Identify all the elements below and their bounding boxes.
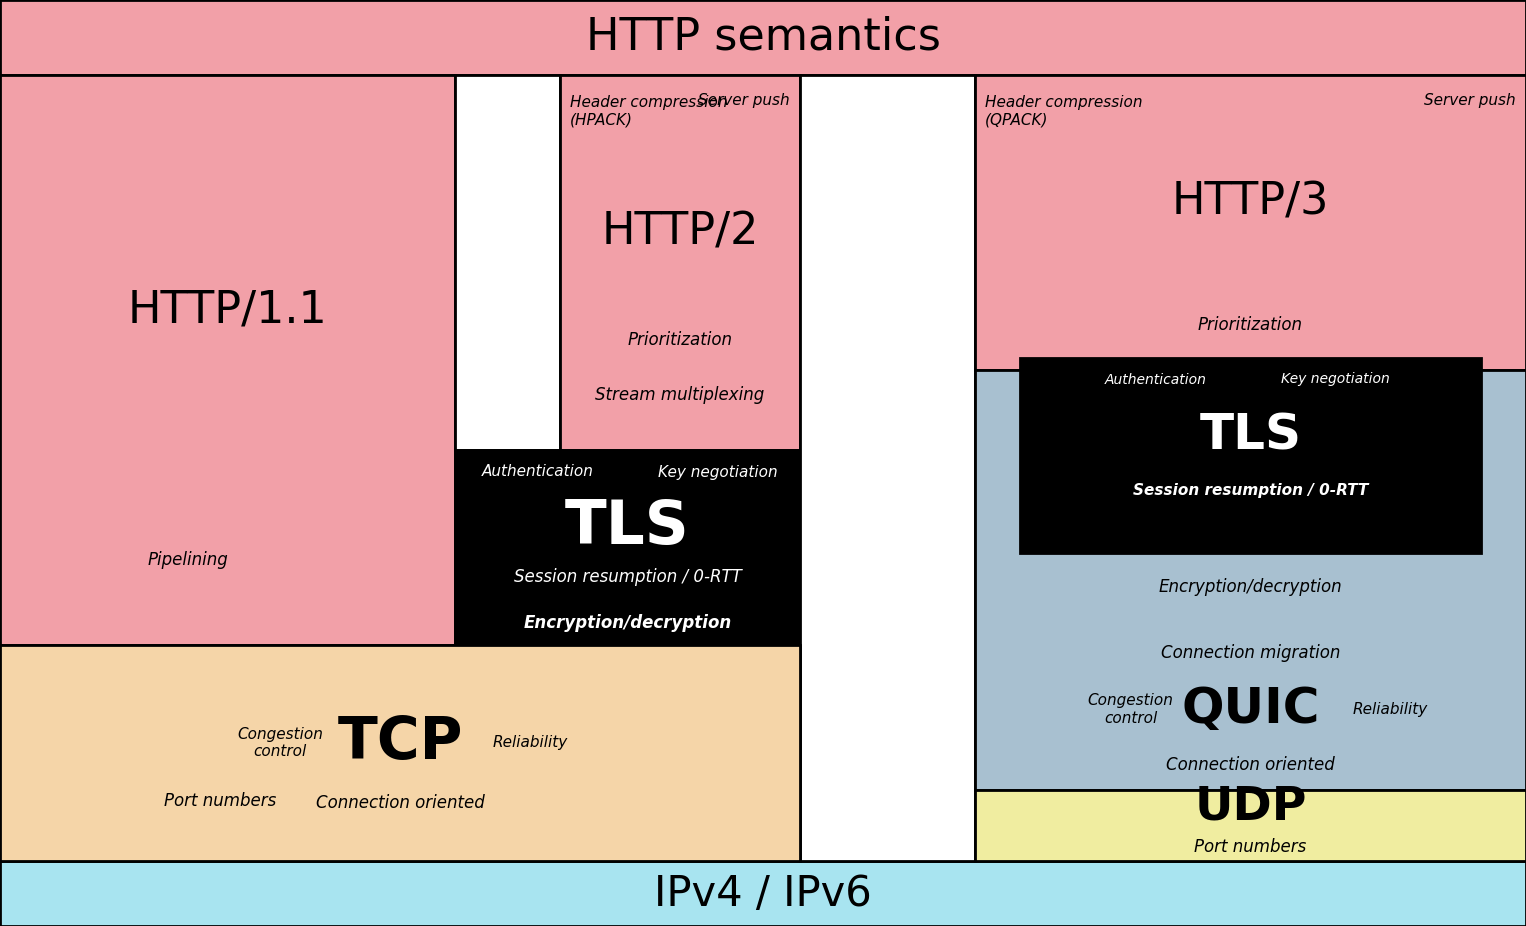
FancyBboxPatch shape: [455, 450, 800, 645]
Text: Header compression
(QPACK): Header compression (QPACK): [984, 95, 1143, 128]
Text: Port numbers: Port numbers: [1195, 839, 1306, 857]
Text: Key negotiation: Key negotiation: [658, 465, 777, 480]
Text: Reliability: Reliability: [1354, 702, 1428, 717]
FancyBboxPatch shape: [0, 645, 800, 861]
Text: Pipelining: Pipelining: [146, 551, 227, 569]
Text: Congestion
control: Congestion control: [237, 727, 324, 759]
Text: Key negotiation: Key negotiation: [1282, 372, 1390, 386]
Text: Header compression
(HPACK): Header compression (HPACK): [571, 95, 728, 128]
Text: Connection migration: Connection migration: [1161, 644, 1340, 661]
FancyBboxPatch shape: [0, 75, 455, 645]
Text: TLS: TLS: [1199, 411, 1302, 459]
Text: Encryption/decryption: Encryption/decryption: [1158, 579, 1343, 596]
Text: Congestion
control: Congestion control: [1088, 694, 1173, 726]
Text: Session resumption / 0-RTT: Session resumption / 0-RTT: [514, 569, 742, 586]
FancyBboxPatch shape: [455, 75, 560, 450]
Text: HTTP/2: HTTP/2: [601, 211, 758, 254]
Text: Stream multiplexing: Stream multiplexing: [1166, 389, 1335, 407]
FancyBboxPatch shape: [0, 0, 1526, 75]
Text: Connection oriented: Connection oriented: [1166, 756, 1335, 773]
Text: HTTP semantics: HTTP semantics: [586, 16, 940, 59]
FancyBboxPatch shape: [975, 370, 1526, 790]
Text: Authentication: Authentication: [482, 465, 594, 480]
Text: UDP: UDP: [1195, 785, 1306, 830]
Text: Prioritization: Prioritization: [1198, 316, 1303, 334]
Text: IPv4 / IPv6: IPv4 / IPv6: [655, 872, 871, 915]
Text: Encryption/decryption: Encryption/decryption: [523, 614, 731, 632]
Text: QUIC: QUIC: [1181, 685, 1320, 733]
FancyBboxPatch shape: [0, 861, 1526, 926]
Text: Session resumption / 0-RTT: Session resumption / 0-RTT: [1132, 482, 1369, 497]
Text: HTTP/3: HTTP/3: [1172, 181, 1329, 224]
Text: Prioritization: Prioritization: [627, 331, 732, 349]
Text: Connection oriented: Connection oriented: [316, 794, 484, 812]
FancyBboxPatch shape: [560, 75, 800, 450]
FancyBboxPatch shape: [975, 75, 1526, 370]
FancyBboxPatch shape: [975, 790, 1526, 861]
Text: TCP: TCP: [337, 715, 462, 771]
Text: Reliability: Reliability: [493, 735, 568, 750]
Text: Stream multiplexing: Stream multiplexing: [595, 386, 765, 404]
Text: Port numbers: Port numbers: [163, 792, 276, 810]
Text: Server push: Server push: [1424, 93, 1515, 108]
Text: Server push: Server push: [699, 93, 790, 108]
FancyBboxPatch shape: [1019, 357, 1482, 553]
Text: HTTP/1.1: HTTP/1.1: [128, 289, 328, 332]
Text: Authentication: Authentication: [1105, 372, 1207, 386]
FancyBboxPatch shape: [800, 75, 975, 861]
Text: TLS: TLS: [565, 498, 690, 557]
